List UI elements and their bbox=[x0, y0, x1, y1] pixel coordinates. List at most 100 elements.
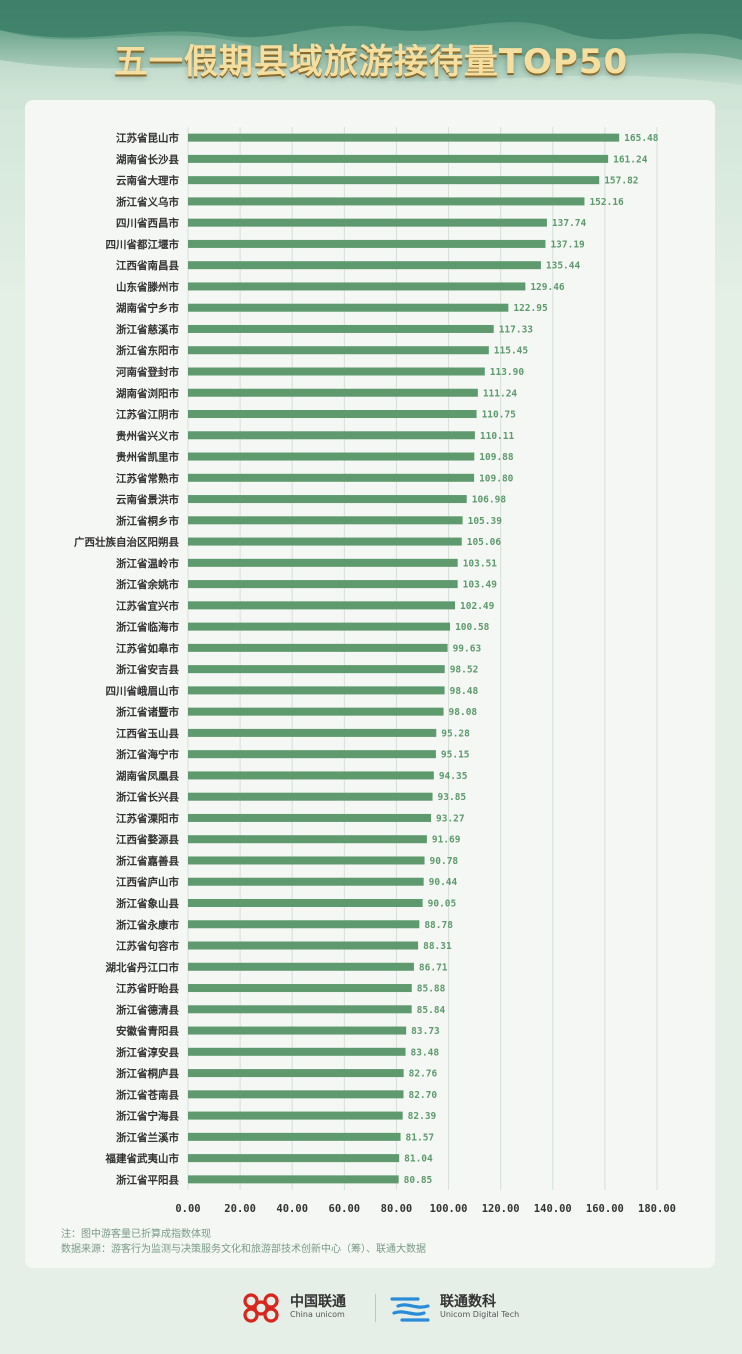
bar bbox=[188, 303, 509, 312]
category-label: 广西壮族自治区阳朔县 bbox=[74, 536, 179, 549]
category-label: 江苏省盱眙县 bbox=[116, 982, 179, 995]
category-label: 云南省大理市 bbox=[116, 174, 179, 187]
category-label: 浙江省嘉善县 bbox=[116, 854, 179, 867]
data-label: 94.35 bbox=[439, 771, 468, 782]
category-label: 江西省庐山市 bbox=[116, 876, 179, 889]
data-label: 137.19 bbox=[550, 239, 585, 250]
category-label: 江苏省句容市 bbox=[116, 940, 179, 953]
digital-tech-wave-icon bbox=[390, 1297, 430, 1322]
category-label: 四川省西昌市 bbox=[116, 217, 179, 230]
bar bbox=[188, 176, 600, 185]
data-label: 165.48 bbox=[624, 133, 659, 144]
bar bbox=[188, 218, 547, 227]
china-unicom-logo: 中国联通 China unicom bbox=[238, 1288, 368, 1328]
data-label: 103.49 bbox=[463, 580, 498, 591]
category-label: 浙江省临海市 bbox=[116, 621, 179, 634]
data-label: 115.45 bbox=[494, 346, 529, 357]
bar bbox=[188, 643, 448, 652]
bar bbox=[188, 1175, 399, 1184]
bar bbox=[188, 1069, 404, 1078]
bar bbox=[188, 261, 541, 270]
category-label: 江西省玉山县 bbox=[116, 727, 179, 740]
bar bbox=[188, 1111, 403, 1120]
bar bbox=[188, 962, 414, 971]
x-tick-label: 160.00 bbox=[586, 1203, 624, 1215]
bar bbox=[188, 665, 445, 674]
x-tick-label: 100.00 bbox=[430, 1203, 468, 1215]
category-label: 河南省登封市 bbox=[116, 365, 179, 378]
x-tick-label: 20.00 bbox=[224, 1203, 256, 1215]
bar bbox=[188, 239, 546, 248]
data-label: 82.39 bbox=[408, 1111, 437, 1122]
data-label: 129.46 bbox=[530, 282, 565, 293]
category-label: 四川省都江堰市 bbox=[106, 238, 180, 251]
data-label: 98.52 bbox=[450, 665, 479, 676]
category-label: 浙江省宁海县 bbox=[116, 1110, 179, 1123]
category-label: 江苏省昆山市 bbox=[116, 132, 179, 145]
category-label: 浙江省余姚市 bbox=[116, 578, 179, 591]
bar bbox=[188, 516, 463, 525]
bar bbox=[188, 984, 412, 993]
category-label: 浙江省苍南县 bbox=[116, 1088, 179, 1101]
bar bbox=[188, 473, 475, 482]
bar bbox=[188, 367, 485, 376]
category-label: 浙江省诸暨市 bbox=[116, 706, 179, 719]
bar bbox=[188, 792, 433, 801]
x-tick-label: 80.00 bbox=[381, 1203, 413, 1215]
category-label: 浙江省永康市 bbox=[116, 918, 179, 931]
data-label: 81.57 bbox=[406, 1132, 435, 1143]
bar bbox=[188, 622, 451, 631]
category-label: 浙江省平阳县 bbox=[116, 1173, 179, 1186]
data-label: 105.39 bbox=[468, 516, 503, 527]
bar bbox=[188, 856, 425, 865]
category-label: 浙江省桐乡市 bbox=[116, 514, 179, 527]
category-label: 山东省滕州市 bbox=[116, 280, 179, 293]
data-label: 103.51 bbox=[463, 558, 498, 569]
bar bbox=[188, 941, 419, 950]
bar bbox=[188, 771, 434, 780]
bar bbox=[188, 728, 437, 737]
data-label: 111.24 bbox=[483, 388, 518, 399]
bar bbox=[188, 1154, 400, 1163]
category-label: 浙江省温岭市 bbox=[116, 557, 179, 570]
data-label: 81.04 bbox=[404, 1154, 433, 1165]
category-label: 湖南省长沙县 bbox=[116, 153, 179, 166]
category-label: 浙江省淳安县 bbox=[116, 1046, 179, 1059]
data-label: 106.98 bbox=[472, 495, 507, 506]
category-label: 江苏省如皋市 bbox=[116, 642, 179, 655]
bar bbox=[188, 154, 609, 163]
data-label: 117.33 bbox=[499, 324, 534, 335]
category-label: 江西省婺源县 bbox=[116, 833, 179, 846]
bar bbox=[188, 601, 456, 610]
data-label: 95.15 bbox=[441, 750, 470, 761]
bar bbox=[188, 1090, 404, 1099]
bar bbox=[188, 410, 477, 419]
data-label: 93.85 bbox=[438, 792, 467, 803]
data-label: 85.88 bbox=[417, 984, 446, 995]
footer-logos: 中国联通 China unicom 联通数科 Unicom Digital Te… bbox=[0, 1288, 742, 1328]
category-label: 福建省武夷山市 bbox=[105, 1152, 180, 1165]
bar bbox=[188, 898, 423, 907]
data-label: 91.69 bbox=[432, 835, 461, 846]
data-label: 98.08 bbox=[449, 707, 478, 718]
bar bbox=[188, 388, 478, 397]
data-label: 122.95 bbox=[513, 303, 548, 314]
chart-note: 注：图中游客量已折算成指数体现 bbox=[61, 1229, 211, 1240]
data-label: 88.78 bbox=[424, 920, 453, 931]
category-label: 浙江省海宁市 bbox=[116, 748, 179, 761]
digital-tech-sub: Unicom Digital Tech bbox=[440, 1310, 520, 1319]
x-tick-label: 180.00 bbox=[638, 1203, 676, 1215]
data-label: 83.73 bbox=[411, 1026, 440, 1037]
bar bbox=[188, 707, 444, 716]
bar bbox=[188, 558, 458, 567]
data-label: 82.70 bbox=[408, 1090, 437, 1101]
data-label: 98.48 bbox=[450, 686, 479, 697]
bar bbox=[188, 877, 424, 886]
decorative-hills bbox=[0, 0, 742, 110]
data-label: 152.16 bbox=[589, 197, 624, 208]
bar-chart: 江苏省昆山市 165.48 湖南省长沙县 161.24 云南省大理市 157.82 浙江省义… bbox=[74, 127, 676, 1215]
digital-tech-name: 联通数科 bbox=[440, 1294, 496, 1310]
category-label: 浙江省义乌市 bbox=[116, 195, 179, 208]
category-label: 江苏省江阴市 bbox=[116, 408, 179, 421]
data-label: 90.44 bbox=[429, 877, 458, 888]
